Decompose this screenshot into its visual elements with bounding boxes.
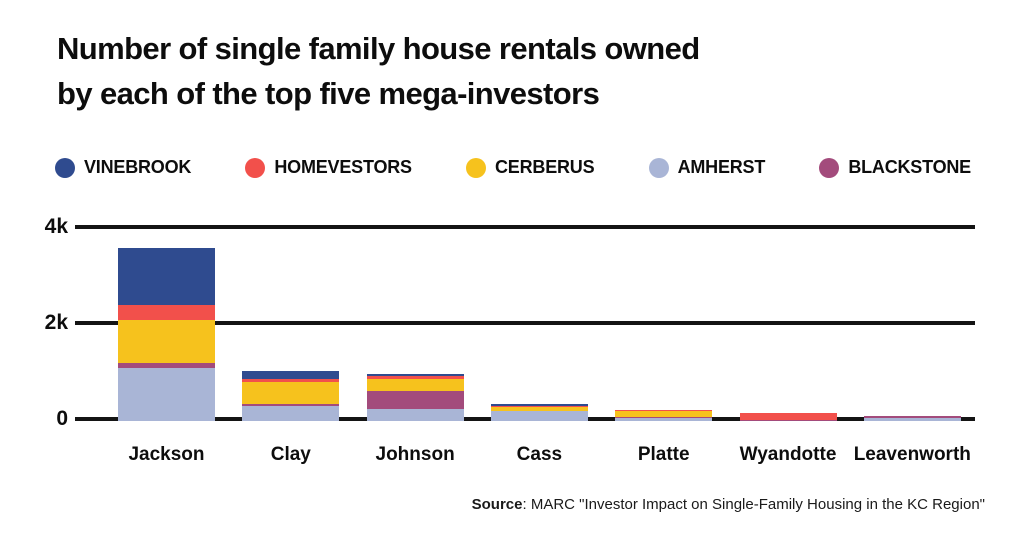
bar-segment-cass-amherst — [490, 410, 588, 421]
legend-dot-icon — [245, 157, 266, 178]
legend-label: BLACKSTONE — [848, 157, 971, 177]
bar-segment-cass-homevestors — [490, 405, 588, 407]
source-label: Source — [471, 496, 523, 513]
bar-segment-clay-amherst — [242, 406, 340, 421]
legend-dot-icon — [819, 157, 840, 178]
x-axis-label-johnson: Johnson — [375, 444, 455, 465]
chart-title: Number of single family house rentals ow… — [57, 26, 700, 116]
bar-segment-clay-homevestors — [242, 378, 340, 383]
bar-segment-clay-cerberus — [242, 382, 340, 405]
bar-wyandotte — [739, 412, 837, 421]
chart-title-line-1: Number of single family house rentals ow… — [57, 31, 700, 66]
legend-label: CERBERUS — [495, 157, 595, 177]
legend-item-vinebrook: VINEBROOK — [55, 157, 191, 178]
legend: VINEBROOK HOMEVESTORS CERBERUS AMHERST BLACK… — [55, 157, 971, 178]
legend-label: HOMEVESTORS — [274, 157, 412, 177]
gridline-4k — [75, 225, 975, 229]
bar-segment-johnson-homevestors — [366, 375, 464, 379]
source-text: : MARC "Investor Impact on Single-Family… — [522, 496, 985, 513]
bar-cass — [490, 403, 588, 421]
chart-title-line-2: by each of the top five mega-investors — [57, 76, 600, 111]
bar-segment-jackson-cerberus — [118, 320, 215, 364]
x-axis-label-clay: Clay — [270, 444, 311, 465]
legend-item-cerberus: CERBERUS — [466, 157, 595, 178]
bar-segment-johnson-vinebrook — [366, 374, 464, 376]
bar-segment-johnson-amherst — [366, 408, 464, 421]
gridline-2k — [75, 321, 975, 325]
legend-item-homevestors: HOMEVESTORS — [245, 157, 412, 178]
x-axis-label-leavenworth: Leavenworth — [853, 444, 971, 465]
bar-segment-cass-vinebrook — [490, 403, 588, 406]
bar-segment-wyandotte-blackstone — [739, 420, 837, 421]
bar-segment-wyandotte-homevestors — [739, 412, 837, 421]
x-axis-label-wyandotte: Wyandotte — [739, 444, 837, 465]
bar-segment-johnson-blackstone — [366, 390, 464, 409]
legend-item-amherst: AMHERST — [648, 157, 766, 178]
plot-area — [75, 225, 975, 423]
bar-leavenworth — [863, 416, 961, 421]
bar-segment-platte-homevestors — [615, 409, 713, 411]
legend-dot-icon — [466, 157, 486, 178]
bar-jackson — [118, 248, 215, 421]
y-tick-label-4k: 4k — [44, 215, 68, 238]
bar-segment-platte-cerberus — [615, 410, 713, 418]
legend-item-blackstone: BLACKSTONE — [819, 157, 971, 178]
bar-segment-cass-cerberus — [490, 406, 588, 411]
bar-segment-johnson-cerberus — [366, 378, 464, 391]
bar-johnson — [366, 374, 464, 421]
bar-segment-platte-blackstone — [615, 417, 713, 419]
bar-segment-leavenworth-blackstone — [863, 416, 961, 419]
x-axis-label-platte: Platte — [637, 444, 690, 465]
bar-segment-jackson-vinebrook — [118, 248, 215, 305]
legend-dot-icon — [55, 157, 75, 178]
bar-segment-leavenworth-amherst — [863, 418, 961, 421]
x-axis-label-jackson: Jackson — [128, 444, 205, 465]
legend-dot-icon — [648, 157, 669, 178]
bar-segment-jackson-blackstone — [118, 363, 215, 369]
bar-segment-platte-amherst — [615, 418, 713, 421]
bar-segment-jackson-amherst — [118, 368, 215, 421]
bar-platte — [615, 409, 713, 421]
bar-segment-jackson-homevestors — [118, 304, 215, 321]
y-tick-label-0: 0 — [56, 407, 68, 430]
bar-segment-clay-blackstone — [242, 404, 340, 407]
legend-label: AMHERST — [677, 157, 766, 177]
source-note: Source: MARC "Investor Impact on Single-… — [472, 496, 985, 513]
legend-label: VINEBROOK — [84, 157, 192, 177]
bar-segment-clay-vinebrook — [242, 370, 340, 379]
y-tick-label-2k: 2k — [44, 311, 68, 334]
bar-clay — [242, 370, 340, 421]
x-axis-label-cass: Cass — [516, 444, 563, 465]
